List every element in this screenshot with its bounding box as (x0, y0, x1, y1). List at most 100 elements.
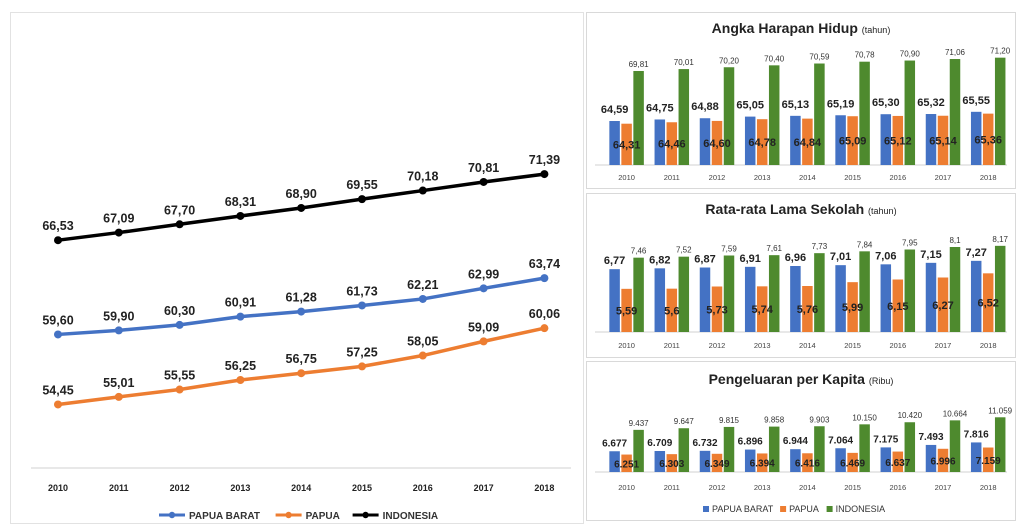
bar (835, 448, 846, 472)
data-point (358, 362, 366, 371)
data-label: 7,95 (902, 239, 918, 248)
bar (970, 260, 982, 332)
legend-label: PAPUA BARAT (189, 511, 260, 522)
bar (621, 454, 632, 472)
data-label: 10.150 (852, 413, 877, 422)
bar (892, 279, 904, 332)
bar (666, 454, 678, 472)
bar (723, 67, 735, 165)
bar (678, 256, 690, 332)
data-label: 6.996 (930, 456, 955, 467)
bar (609, 269, 620, 332)
x-tick-label: 2017 (935, 483, 952, 492)
data-label: 64,84 (794, 137, 822, 149)
data-label: 7.064 (828, 435, 853, 446)
bar (994, 417, 1006, 472)
bar (621, 123, 632, 165)
data-label: 7.816 (964, 429, 989, 440)
data-point (114, 326, 123, 335)
bar (609, 451, 620, 472)
x-tick-label: 2015 (352, 483, 372, 493)
data-label: 55,55 (164, 369, 195, 383)
x-tick-label: 2018 (980, 341, 997, 350)
data-label: 6.709 (647, 438, 672, 449)
bar (654, 268, 666, 332)
bar (949, 59, 961, 166)
bar-chart-expenditure: Pengeluaran per Kapita (Ribu) 2010 6.677 6.… (595, 371, 1013, 514)
bar (744, 116, 756, 165)
series-line (57, 326, 545, 407)
data-label: 71,39 (529, 153, 560, 167)
data-point (236, 376, 245, 384)
bar (925, 114, 937, 165)
data-label: 70,18 (407, 170, 438, 184)
data-label: 5,73 (706, 304, 727, 316)
bar (994, 245, 1006, 332)
x-tick-label: 2014 (799, 173, 816, 182)
data-label: 71,20 (990, 47, 1011, 56)
data-label: 62,99 (468, 267, 499, 281)
x-tick-label: 2010 (618, 341, 635, 350)
data-label: 8,1 (949, 236, 961, 245)
data-label: 67,09 (103, 212, 134, 226)
bar (621, 288, 632, 332)
bar (937, 277, 949, 332)
data-label: 69,55 (346, 178, 377, 192)
data-label: 6.349 (704, 459, 729, 470)
data-label: 6.303 (659, 459, 684, 470)
data-label: 9.858 (764, 416, 785, 425)
x-tick-label: 2014 (799, 483, 816, 492)
bar-chart-life-expectancy: Angka Harapan Hidup (tahun) 2010 64,59 64,3… (595, 20, 1011, 182)
data-point (114, 392, 123, 401)
data-point (114, 228, 123, 237)
data-point (54, 236, 62, 245)
data-label: 6.637 (885, 458, 910, 469)
data-point (418, 294, 427, 303)
legend-swatch (780, 506, 787, 512)
chart-title-text: Rata-rata Lama Sekolah (705, 201, 868, 217)
x-tick-label: 2015 (844, 173, 861, 182)
x-tick-label: 2016 (889, 483, 906, 492)
bar (768, 426, 780, 472)
bar (937, 448, 949, 472)
data-label: 5,74 (751, 304, 773, 316)
bar (892, 451, 904, 472)
x-tick-label: 2014 (799, 341, 816, 350)
data-label: 11.059 (988, 406, 1012, 415)
data-label: 65,09 (839, 136, 867, 148)
bar (982, 273, 994, 332)
bar (994, 57, 1006, 165)
bar (790, 266, 801, 332)
data-point (236, 211, 245, 220)
data-label: 6,27 (932, 300, 953, 312)
bar (802, 453, 813, 472)
bar (654, 451, 666, 472)
data-label: 65,36 (974, 134, 1002, 146)
data-point (540, 274, 549, 283)
x-tick-label: 2014 (291, 483, 311, 493)
x-tick-label: 2018 (980, 483, 997, 492)
chart-title-unit: (tahun) (862, 25, 891, 35)
data-label: 71,06 (945, 48, 966, 57)
bar (925, 262, 937, 332)
x-tick-label: 2013 (754, 173, 771, 182)
data-point (479, 177, 488, 186)
bar (814, 253, 825, 332)
data-label: 70,01 (674, 58, 695, 67)
data-label: 57,25 (346, 345, 377, 359)
legend-swatch (826, 506, 833, 512)
bar (949, 247, 961, 332)
data-label: 6,52 (977, 298, 998, 310)
x-tick-label: 2015 (844, 341, 861, 350)
data-label: 6.944 (783, 436, 808, 447)
bar (790, 115, 801, 165)
data-label: 6,15 (887, 301, 908, 313)
bar (904, 249, 916, 332)
data-label: 56,75 (286, 352, 317, 366)
bar (756, 286, 768, 332)
x-tick-label: 2017 (474, 483, 494, 493)
x-tick-label: 2018 (534, 483, 554, 493)
bar (666, 122, 678, 165)
x-tick-label: 2016 (413, 483, 433, 493)
data-point (540, 170, 549, 179)
